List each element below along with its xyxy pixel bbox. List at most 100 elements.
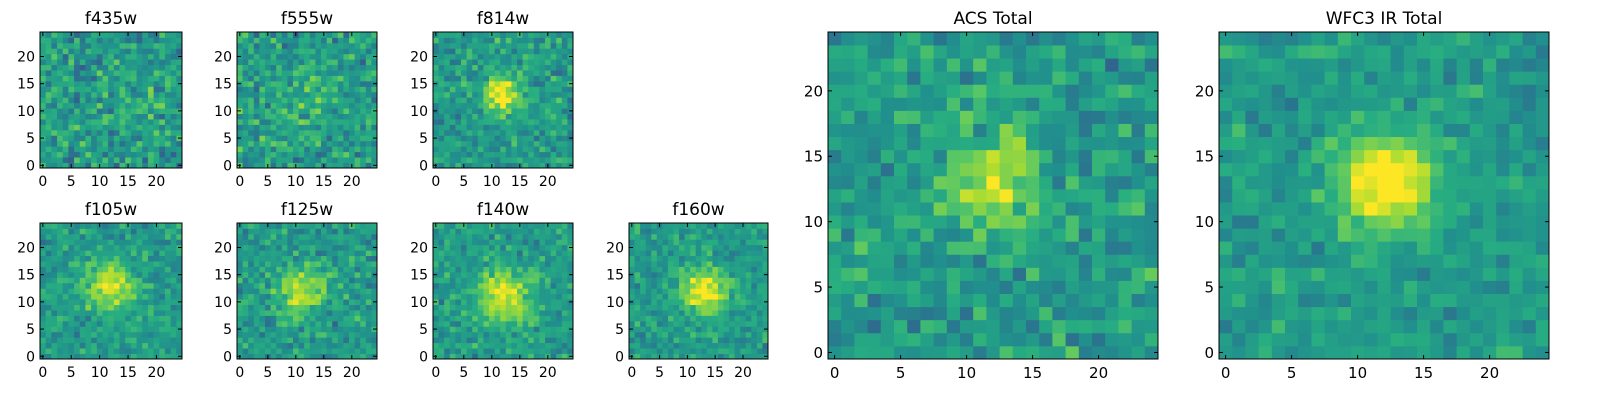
heatmap-cell <box>500 108 507 114</box>
heatmap-cell <box>108 348 115 354</box>
heatmap-cell <box>449 353 456 360</box>
heatmap-cell <box>673 244 680 251</box>
heatmap-cell <box>371 32 378 38</box>
heatmap-cell <box>91 293 98 300</box>
heatmap-cell <box>679 277 685 284</box>
heatmap-cell <box>762 228 769 235</box>
heatmap-cell <box>539 326 546 333</box>
heatmap-cell <box>828 188 842 203</box>
heatmap-cell <box>332 299 339 305</box>
heatmap-cell <box>321 282 327 289</box>
heatmap-cell <box>287 271 294 278</box>
heatmap-cell <box>472 113 479 120</box>
heatmap-cell <box>528 162 535 169</box>
heatmap-cell <box>332 108 339 114</box>
heatmap-cell <box>74 42 81 49</box>
heatmap-cell <box>57 102 64 109</box>
heatmap-cell <box>483 119 490 125</box>
heatmap-cell <box>500 282 507 289</box>
heatmap-cell <box>550 157 557 163</box>
heatmap-cell <box>933 306 948 321</box>
heatmap-cell <box>522 261 529 267</box>
heatmap-cell <box>973 319 987 334</box>
heatmap-cell <box>734 353 741 360</box>
heatmap-cell <box>102 102 109 109</box>
heatmap-cell <box>567 42 574 49</box>
heatmap-cell <box>505 157 512 163</box>
heatmap-cell <box>332 80 339 87</box>
heatmap-cell <box>667 250 674 257</box>
heatmap-cell <box>45 108 52 114</box>
heatmap-cell <box>745 304 752 311</box>
heatmap-cell <box>354 32 361 38</box>
heatmap-cell <box>684 244 691 251</box>
heatmap-cell <box>662 250 669 257</box>
heatmap-cell <box>461 342 467 349</box>
heatmap-cell <box>360 331 367 338</box>
heatmap-cell <box>455 48 462 55</box>
heatmap-cell <box>343 129 350 136</box>
x-tick-label: 10 <box>91 174 109 190</box>
heatmap-cell <box>237 261 243 267</box>
heatmap-cell <box>96 342 103 349</box>
heatmap-cell <box>293 244 299 251</box>
heatmap-cell <box>293 102 299 109</box>
heatmap-cell <box>293 255 299 262</box>
heatmap-cell <box>68 113 75 120</box>
heatmap-cell <box>756 288 763 295</box>
heatmap-cell <box>483 70 490 76</box>
heatmap-cell <box>354 310 361 316</box>
heatmap-cell <box>634 315 641 322</box>
heatmap-cell <box>438 239 445 246</box>
heatmap-cell <box>920 175 934 190</box>
heatmap-cell <box>242 91 249 98</box>
heatmap-cell <box>343 42 350 49</box>
heatmap-cell <box>159 86 166 93</box>
heatmap-cell <box>130 233 137 240</box>
heatmap-cell <box>309 250 316 257</box>
heatmap-cell <box>57 80 64 87</box>
x-tick-label: 10 <box>287 365 305 381</box>
heatmap-cell <box>999 202 1014 216</box>
heatmap-cell <box>505 288 512 295</box>
heatmap-cell <box>287 288 294 295</box>
heatmap-cell <box>253 119 260 125</box>
heatmap-cell <box>433 331 439 338</box>
heatmap-cell <box>276 135 283 142</box>
heatmap-cell <box>1105 293 1119 308</box>
heatmap-cell <box>164 233 172 240</box>
heatmap-cell <box>511 326 518 333</box>
heatmap-cell <box>321 86 327 93</box>
heatmap-cell <box>717 315 724 322</box>
heatmap-cell <box>119 239 126 246</box>
heatmap-cell <box>723 288 730 295</box>
heatmap-cell <box>729 337 736 344</box>
heatmap-cell <box>444 310 451 316</box>
heatmap-cell <box>265 157 271 163</box>
heatmap-cell <box>309 80 316 87</box>
heatmap-cell <box>281 108 288 114</box>
heatmap-cell <box>62 266 69 273</box>
heatmap-cell <box>321 239 327 246</box>
heatmap-cell <box>472 315 479 322</box>
heatmap-cell <box>695 326 702 333</box>
heatmap-cell <box>634 353 641 360</box>
heatmap-cell <box>321 342 327 349</box>
heatmap-cell <box>349 271 355 278</box>
heatmap-cell <box>136 119 143 125</box>
heatmap-cell <box>433 293 439 300</box>
heatmap-cell <box>321 266 327 273</box>
heatmap-cell <box>371 91 378 98</box>
heatmap-cell <box>253 129 260 136</box>
heatmap-cell <box>505 299 512 305</box>
heatmap-cell <box>270 353 277 360</box>
heatmap-cell <box>656 342 663 349</box>
heatmap-cell <box>343 102 350 109</box>
heatmap-cell <box>164 255 172 262</box>
heatmap-cell <box>556 37 563 44</box>
heatmap-cell <box>656 304 663 311</box>
heatmap-cell <box>57 348 64 354</box>
heatmap-cell <box>68 288 75 295</box>
heatmap-cell <box>68 255 75 262</box>
heatmap-cell <box>102 288 109 295</box>
